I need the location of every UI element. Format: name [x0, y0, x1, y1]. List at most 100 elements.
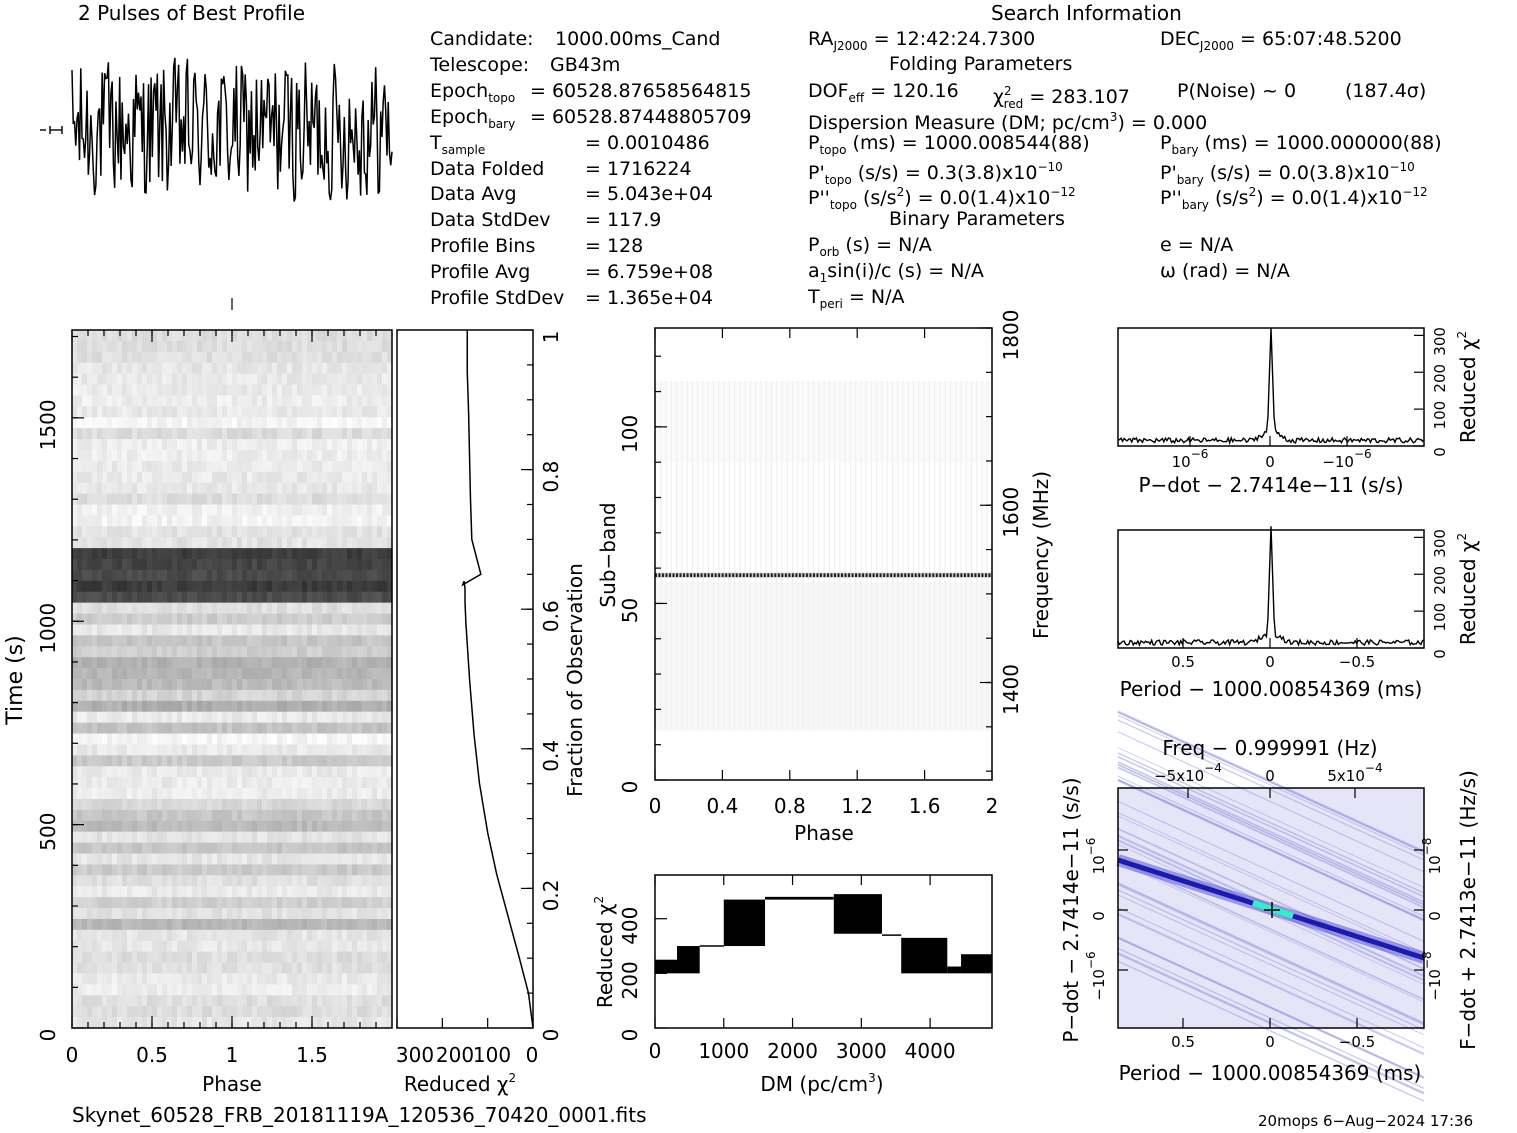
- heatmap-cell: [302, 439, 308, 451]
- heatmap-cell: [222, 711, 228, 724]
- heatmap-cell: [377, 700, 383, 713]
- heatmap-cell: [87, 526, 93, 538]
- heatmap-cell: [292, 908, 298, 920]
- heatmap-cell: [377, 831, 383, 844]
- heatmap-cell: [327, 755, 333, 767]
- heatmap-cell: [212, 471, 218, 484]
- heatmap-cell: [127, 417, 133, 429]
- heatmap-cell: [97, 744, 103, 756]
- heatmap-cell: [122, 700, 128, 713]
- heatmap-cell: [382, 635, 388, 647]
- heatmap-cell: [347, 395, 353, 407]
- heatmap-cell: [372, 864, 378, 876]
- heatmap-cell: [197, 515, 203, 527]
- heatmap-cell: [127, 646, 133, 658]
- heatmap-cell: [362, 897, 368, 909]
- heatmap-cell: [177, 362, 183, 375]
- heatmap-cell: [257, 1017, 263, 1029]
- heatmap-cell: [307, 853, 313, 866]
- ra-label: RA: [808, 28, 834, 50]
- heatmap-cell: [107, 744, 113, 756]
- heatmap-cell: [82, 613, 88, 626]
- heatmap-cell: [277, 428, 283, 440]
- dm-frame: [654, 874, 993, 1029]
- heatmap-cell: [82, 340, 88, 353]
- info-row: Profile Bins = 128: [430, 235, 643, 257]
- heatmap-cell: [277, 984, 283, 996]
- heatmap-cell: [207, 330, 213, 342]
- heatmap-cell: [202, 929, 208, 942]
- heatmap-cell: [242, 820, 248, 833]
- heatmap-cell: [177, 635, 183, 647]
- heatmap-cell: [117, 984, 123, 996]
- heatmap-cell: [147, 897, 153, 909]
- heatmap-cell: [272, 766, 278, 778]
- heatmap-cell: [302, 657, 308, 669]
- heatmap-cell: [137, 820, 143, 833]
- heatmap-cell: [347, 449, 353, 462]
- heatmap-cell: [167, 984, 173, 996]
- heatmap-cell: [217, 831, 223, 844]
- heatmap-cell: [287, 1017, 293, 1029]
- heatmap-cell: [332, 853, 338, 866]
- heatmap-cell: [292, 515, 298, 527]
- heatmap-cell: [122, 449, 128, 462]
- heatmap-cell: [117, 875, 123, 887]
- a1-field: a1sin(i)/c (s) = N/A: [808, 260, 984, 289]
- heatmap-cell: [157, 449, 163, 462]
- heatmap-cell: [387, 744, 393, 756]
- heatmap-cell: [122, 657, 128, 669]
- heatmap-cell: [357, 897, 363, 909]
- heatmap-cell: [127, 493, 133, 506]
- heatmap-cell: [137, 777, 143, 789]
- subband-highlight-cell: [819, 573, 822, 577]
- heatmap-cell: [247, 875, 253, 887]
- heatmap-cell: [272, 755, 278, 767]
- info-row: Epochbary = 60528.87448805709: [430, 106, 751, 135]
- heatmap-cell: [292, 526, 298, 538]
- heatmap-cell: [337, 700, 343, 713]
- subband-highlight-cell: [925, 573, 928, 577]
- dof-sub: eff: [848, 91, 865, 105]
- heatmap-cell: [122, 635, 128, 647]
- y-tick-label: 1000: [36, 603, 60, 654]
- heatmap-cell: [252, 1006, 258, 1018]
- heatmap-cell: [207, 700, 213, 713]
- heatmap-cell: [237, 559, 243, 571]
- heatmap-cell: [277, 733, 283, 746]
- heatmap-cell: [212, 635, 218, 647]
- heatmap-cell: [377, 875, 383, 887]
- heatmap-cell: [367, 591, 373, 604]
- heatmap-cell: [267, 744, 273, 756]
- heatmap-cell: [87, 700, 93, 713]
- heatmap-cell: [207, 995, 213, 1007]
- heatmap-cell: [97, 908, 103, 920]
- heatmap-cell: [92, 395, 98, 407]
- heatmap-cell: [302, 722, 308, 735]
- heatmap-cell: [167, 951, 173, 964]
- heatmap-cell: [352, 548, 358, 560]
- heatmap-cell: [277, 515, 283, 527]
- heatmap-cell: [387, 504, 393, 517]
- heatmap-cell: [272, 711, 278, 724]
- heatmap-cell: [347, 842, 353, 855]
- heatmap-cell: [172, 788, 178, 800]
- heatmap-cell: [257, 798, 263, 811]
- heatmap-cell: [142, 886, 148, 898]
- heatmap-cell: [237, 875, 243, 887]
- heatmap-cell: [132, 973, 138, 985]
- heatmap-cell: [217, 482, 223, 495]
- heatmap-cell: [122, 929, 128, 942]
- heatmap-cell: [82, 646, 88, 658]
- heatmap-cell: [327, 995, 333, 1007]
- ppdot-streak: [1117, 936, 1425, 1078]
- heatmap-cell: [227, 766, 233, 778]
- heatmap-cell: [207, 526, 213, 538]
- heatmap-cell: [292, 744, 298, 756]
- heatmap-cell: [122, 973, 128, 985]
- heatmap-cell: [327, 973, 333, 985]
- heatmap-cell: [267, 493, 273, 506]
- heatmap-cell: [322, 1017, 328, 1029]
- heatmap-cell: [317, 340, 323, 353]
- heatmap-cell: [372, 646, 378, 658]
